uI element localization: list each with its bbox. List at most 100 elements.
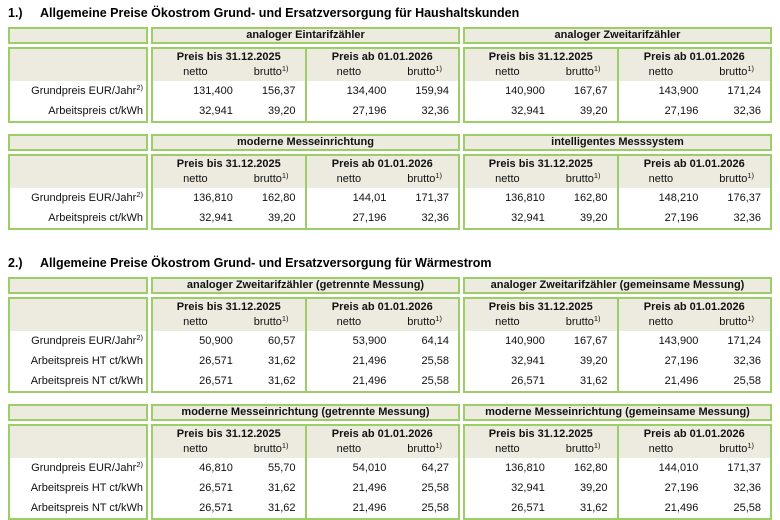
netto-value: 143,900: [658, 85, 699, 97]
price-group-box: Preis bis 31.12.2025 netto brutto1) 50,900 6…: [151, 297, 460, 393]
netto-column-label: netto: [336, 66, 362, 78]
brutto-value: 162,80: [573, 462, 608, 474]
corner-spacer-cell: [8, 404, 148, 421]
price-row: 140,900 167,67: [465, 331, 617, 351]
netto-value: 26,571: [511, 502, 545, 514]
brutto-column-label: brutto1): [407, 171, 443, 185]
price-row: 26,571 31,62: [465, 371, 617, 391]
footnote-marker: 1): [281, 314, 289, 323]
netto-column-label: netto: [648, 173, 674, 185]
brutto-value: 171,24: [727, 335, 761, 347]
netto-value: 136,810: [505, 192, 545, 204]
column-header-spacer: [10, 49, 146, 81]
netto-value: 144,01: [352, 192, 387, 204]
section-2-heading: 2.) Allgemeine Preise Ökostrom Grund- un…: [8, 256, 772, 270]
price-group-box: Preis bis 31.12.2025 netto brutto1) 140,900…: [463, 297, 772, 393]
price-row: 134,400 159,94: [307, 81, 459, 101]
netto-brutto-header: netto brutto1): [307, 442, 459, 456]
period-header: Preis bis 31.12.2025 netto brutto1): [153, 426, 305, 458]
netto-value: 21,496: [664, 375, 699, 387]
netto-brutto-header: netto brutto1): [465, 172, 617, 186]
netto-value: 140,900: [505, 335, 545, 347]
row-label: Grundpreis EUR/Jahr2): [31, 333, 143, 347]
period-label: Preis ab 01.01.2026: [643, 158, 745, 170]
netto-value: 148,210: [658, 192, 699, 204]
brutto-value: 25,58: [733, 375, 761, 387]
brutto-value: 39,20: [267, 212, 296, 224]
price-row: 140,900 167,67: [465, 81, 617, 101]
price-row: 46,810 55,70: [153, 458, 305, 478]
brutto-value: 32,36: [421, 212, 449, 224]
price-period-half: Preis ab 01.01.2026 netto brutto1) 134,400 1…: [304, 49, 459, 121]
meter-type-column: analoger Zweitarifzähler (getrennte Mess…: [151, 277, 460, 393]
netto-value: 32,941: [199, 105, 233, 117]
price-row: 26,571 31,62: [153, 371, 305, 391]
brutto-column-label: brutto1): [253, 64, 289, 78]
row-label-column: Grundpreis EUR/Jahr2) Arbeitspreis ct/kWh: [8, 134, 148, 230]
row-labels-box: Grundpreis EUR/Jahr2) Arbeitspreis ct/kWh: [8, 154, 148, 230]
price-row: 136,810 162,80: [153, 188, 305, 208]
meter-type-column: moderne Messeinrichtung (getrennte Messu…: [151, 404, 460, 520]
column-header-spacer: [10, 299, 146, 331]
brutto-value: 31,62: [267, 375, 296, 387]
period-header: Preis ab 01.01.2026 netto brutto1): [306, 299, 458, 331]
brutto-value: 39,20: [267, 105, 296, 117]
netto-value: 134,400: [346, 85, 387, 97]
price-table-haushalt-analog: Grundpreis EUR/Jahr2) Arbeitspreis ct/kWh…: [8, 27, 772, 123]
period-label: Preis ab 01.01.2026: [643, 428, 745, 440]
netto-value: 27,196: [664, 105, 699, 117]
document-page: 1.) Allgemeine Preise Ökostrom Grund- un…: [8, 6, 772, 520]
price-period-half: Preis ab 01.01.2026 netto brutto1) 144,01 17…: [304, 156, 459, 228]
period-header: Preis ab 01.01.2026 netto brutto1): [618, 299, 770, 331]
netto-brutto-header: netto brutto1): [153, 172, 305, 186]
corner-spacer-cell: [8, 277, 148, 294]
section-1-number: 1.): [8, 6, 23, 20]
price-row: 32,941 39,20: [465, 351, 617, 371]
footnote-marker: 1): [593, 441, 601, 450]
footnote-marker: 1): [593, 171, 601, 180]
meter-type-title: moderne Messeinrichtung (getrennte Messu…: [151, 404, 460, 421]
brutto-column-label: brutto1): [719, 64, 755, 78]
brutto-column-label: brutto1): [407, 441, 443, 455]
footnote-marker: 1): [281, 171, 289, 180]
period-label: Preis ab 01.01.2026: [331, 428, 433, 440]
brutto-value: 25,58: [421, 355, 449, 367]
period-header: Preis bis 31.12.2025 netto brutto1): [153, 49, 305, 81]
price-row: 21,496 25,58: [307, 351, 459, 371]
price-period-half: Preis bis 31.12.2025 netto brutto1) 140,900…: [465, 49, 617, 121]
netto-value: 143,900: [658, 335, 699, 347]
brutto-value: 32,36: [421, 105, 449, 117]
brutto-value: 25,58: [733, 502, 761, 514]
netto-value: 26,571: [199, 502, 233, 514]
price-group-box: Preis bis 31.12.2025 netto brutto1) 46,810 5…: [151, 424, 460, 520]
brutto-column-label: brutto1): [253, 171, 289, 185]
netto-column-label: netto: [495, 443, 520, 455]
price-group-box: Preis bis 31.12.2025 netto brutto1) 136,810…: [463, 154, 772, 230]
netto-brutto-header: netto brutto1): [307, 65, 459, 79]
netto-column-label: netto: [336, 443, 362, 455]
price-table-haushalt-modern: Grundpreis EUR/Jahr2) Arbeitspreis ct/kWh…: [8, 134, 772, 230]
netto-column-label: netto: [648, 316, 674, 328]
netto-value: 46,810: [199, 462, 233, 474]
price-period-half: Preis ab 01.01.2026 netto brutto1) 54,010 64…: [304, 426, 459, 518]
brutto-value: 25,58: [421, 502, 449, 514]
price-period-half: Preis bis 31.12.2025 netto brutto1) 50,900 6…: [153, 299, 305, 391]
period-header: Preis ab 01.01.2026 netto brutto1): [618, 156, 771, 188]
corner-spacer-cell: [8, 134, 148, 151]
netto-brutto-header: netto brutto1): [619, 65, 771, 79]
price-period-half: Preis bis 31.12.2025 netto brutto1) 136,810…: [465, 426, 617, 518]
netto-brutto-header: netto brutto1): [619, 172, 771, 186]
brutto-value: 39,20: [579, 355, 608, 367]
price-row: 27,196 32,36: [619, 478, 771, 498]
netto-column-label: netto: [183, 316, 208, 328]
netto-column-label: netto: [183, 66, 208, 78]
footnote-marker: 1): [593, 64, 601, 73]
row-label: Arbeitspreis NT ct/kWh: [30, 502, 143, 514]
meter-type-column: intelligentes Messsystem Preis bis 31.12.…: [463, 134, 772, 230]
brutto-value: 176,37: [727, 192, 761, 204]
footnote-marker: 1): [435, 314, 443, 323]
brutto-column-label: brutto1): [719, 441, 755, 455]
row-label: Grundpreis EUR/Jahr2): [31, 190, 143, 204]
netto-brutto-header: netto brutto1): [307, 172, 459, 186]
meter-type-column: analoger Zweitarifzähler Preis bis 31.12.…: [463, 27, 772, 123]
